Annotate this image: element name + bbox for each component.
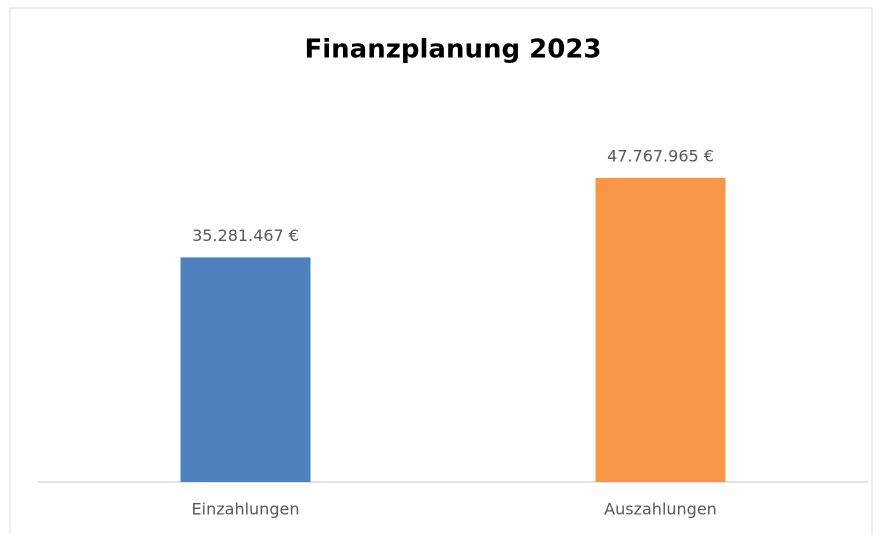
data-label: 35.281.467 € <box>192 226 299 245</box>
bar <box>180 257 311 482</box>
bar <box>595 177 726 482</box>
data-label: 47.767.965 € <box>607 146 714 165</box>
chart-title: Finanzplanung 2023 <box>305 35 602 65</box>
chart-frame <box>9 7 873 534</box>
x-tick-label: Einzahlungen <box>192 500 300 519</box>
x-tick-label: Auszahlungen <box>604 500 717 519</box>
